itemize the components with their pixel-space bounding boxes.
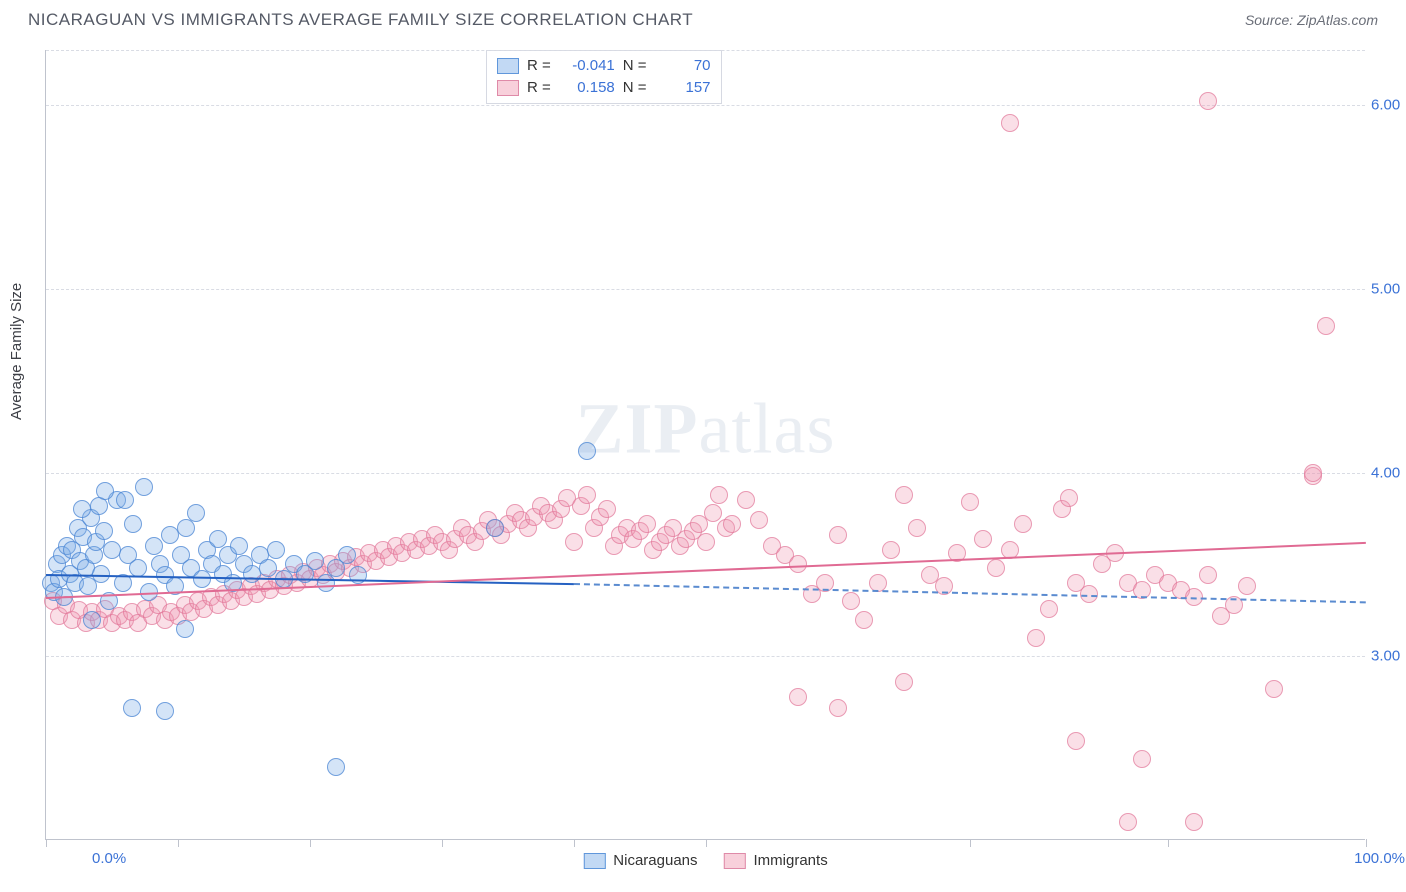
data-point-immigrants — [1304, 464, 1322, 482]
data-point-nicaraguans — [124, 515, 142, 533]
data-point-nicaraguans — [73, 500, 91, 518]
data-point-immigrants — [987, 559, 1005, 577]
data-point-immigrants — [882, 541, 900, 559]
data-point-immigrants — [829, 699, 847, 717]
data-point-nicaraguans — [259, 559, 277, 577]
x-tick — [46, 839, 47, 847]
plot-area: ZIPatlas R = -0.041 N = 70 R = 0.158 N =… — [45, 50, 1365, 840]
data-point-immigrants — [1199, 92, 1217, 110]
data-point-nicaraguans — [156, 702, 174, 720]
data-point-immigrants — [723, 515, 741, 533]
data-point-nicaraguans — [578, 442, 596, 460]
data-point-nicaraguans — [177, 519, 195, 537]
series-legend: Nicaraguans Immigrants — [583, 852, 827, 869]
data-point-immigrants — [704, 504, 722, 522]
data-point-nicaraguans — [95, 522, 113, 540]
y-tick-label: 4.00 — [1371, 464, 1406, 481]
data-point-nicaraguans — [338, 546, 356, 564]
x-tick — [970, 839, 971, 847]
data-point-nicaraguans — [176, 620, 194, 638]
data-point-nicaraguans — [327, 758, 345, 776]
x-tick — [1168, 839, 1169, 847]
data-point-immigrants — [1133, 750, 1151, 768]
data-point-immigrants — [1040, 600, 1058, 618]
data-point-immigrants — [1265, 680, 1283, 698]
data-point-immigrants — [842, 592, 860, 610]
data-point-nicaraguans — [92, 565, 110, 583]
data-point-nicaraguans — [129, 559, 147, 577]
y-tick-label: 3.00 — [1371, 648, 1406, 665]
stats-legend: R = -0.041 N = 70 R = 0.158 N = 157 — [486, 50, 722, 104]
data-point-immigrants — [961, 493, 979, 511]
data-point-immigrants — [895, 486, 913, 504]
y-axis-label: Average Family Size — [8, 283, 25, 420]
gridline — [46, 473, 1365, 474]
data-point-immigrants — [737, 491, 755, 509]
data-point-nicaraguans — [145, 537, 163, 555]
data-point-immigrants — [1238, 577, 1256, 595]
data-point-immigrants — [578, 486, 596, 504]
data-point-immigrants — [789, 688, 807, 706]
data-point-immigrants — [1001, 114, 1019, 132]
data-point-immigrants — [750, 511, 768, 529]
x-tick — [310, 839, 311, 847]
data-point-immigrants — [1027, 629, 1045, 647]
data-point-nicaraguans — [209, 530, 227, 548]
x-tick — [442, 839, 443, 847]
legend-swatch-blue — [497, 58, 519, 74]
x-tick — [1366, 839, 1367, 847]
x-axis-max-label: 100.0% — [1354, 850, 1405, 867]
data-point-immigrants — [1119, 813, 1137, 831]
data-point-nicaraguans — [83, 611, 101, 629]
legend-swatch-pink-icon — [724, 853, 746, 869]
y-tick-label: 5.00 — [1371, 280, 1406, 297]
data-point-immigrants — [1185, 813, 1203, 831]
data-point-nicaraguans — [349, 566, 367, 584]
gridline — [46, 656, 1365, 657]
legend-swatch-pink — [497, 80, 519, 96]
data-point-immigrants — [1067, 732, 1085, 750]
data-point-immigrants — [1317, 317, 1335, 335]
data-point-immigrants — [1060, 489, 1078, 507]
data-point-nicaraguans — [135, 478, 153, 496]
data-point-immigrants — [598, 500, 616, 518]
data-point-immigrants — [855, 611, 873, 629]
x-tick — [706, 839, 707, 847]
x-axis-min-label: 0.0% — [92, 850, 126, 867]
data-point-immigrants — [974, 530, 992, 548]
data-point-immigrants — [1014, 515, 1032, 533]
data-point-nicaraguans — [96, 482, 114, 500]
data-point-nicaraguans — [116, 491, 134, 509]
data-point-immigrants — [710, 486, 728, 504]
data-point-immigrants — [829, 526, 847, 544]
data-point-nicaraguans — [486, 519, 504, 537]
data-point-nicaraguans — [193, 570, 211, 588]
data-point-immigrants — [908, 519, 926, 537]
data-point-nicaraguans — [123, 699, 141, 717]
data-point-nicaraguans — [306, 552, 324, 570]
gridline — [46, 105, 1365, 106]
chart-title: NICARAGUAN VS IMMIGRANTS AVERAGE FAMILY … — [28, 10, 693, 30]
y-tick-label: 6.00 — [1371, 97, 1406, 114]
source-label: Source: ZipAtlas.com — [1245, 12, 1378, 28]
watermark: ZIPatlas — [576, 387, 836, 470]
legend-swatch-blue-icon — [583, 853, 605, 869]
data-point-immigrants — [1199, 566, 1217, 584]
x-tick — [178, 839, 179, 847]
data-point-nicaraguans — [230, 537, 248, 555]
data-point-immigrants — [638, 515, 656, 533]
data-point-immigrants — [565, 533, 583, 551]
data-point-nicaraguans — [317, 574, 335, 592]
data-point-nicaraguans — [187, 504, 205, 522]
data-point-immigrants — [697, 533, 715, 551]
gridline — [46, 289, 1365, 290]
x-tick — [574, 839, 575, 847]
data-point-immigrants — [895, 673, 913, 691]
data-point-nicaraguans — [267, 541, 285, 559]
